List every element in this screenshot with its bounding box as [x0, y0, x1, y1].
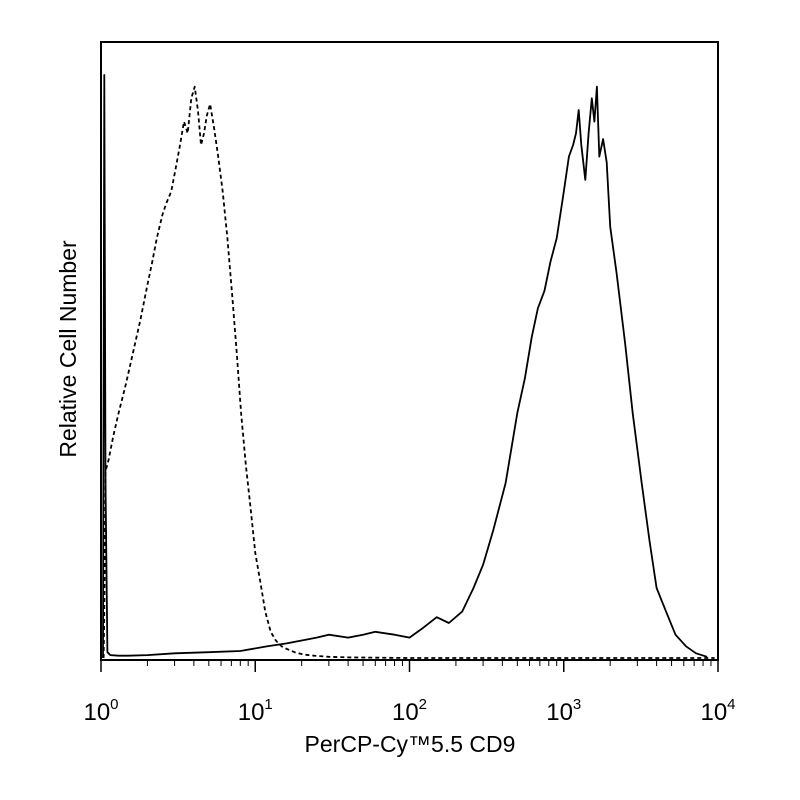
x-tick-label: 103	[546, 696, 581, 726]
x-tick-label: 102	[392, 696, 427, 726]
x-axis-label: PerCP-Cy™5.5 CD9	[305, 731, 516, 757]
x-tick-label: 100	[83, 696, 118, 726]
series-layer	[102, 74, 715, 659]
x-axis-ticks: 100 101 102 103 104	[83, 660, 736, 726]
x-tick-label: 104	[700, 696, 735, 726]
series-control-histogram	[102, 85, 715, 659]
series-cd9-histogram	[102, 74, 708, 659]
x-tick-label: 101	[238, 696, 273, 726]
y-axis-label: Relative Cell Number	[55, 240, 81, 458]
